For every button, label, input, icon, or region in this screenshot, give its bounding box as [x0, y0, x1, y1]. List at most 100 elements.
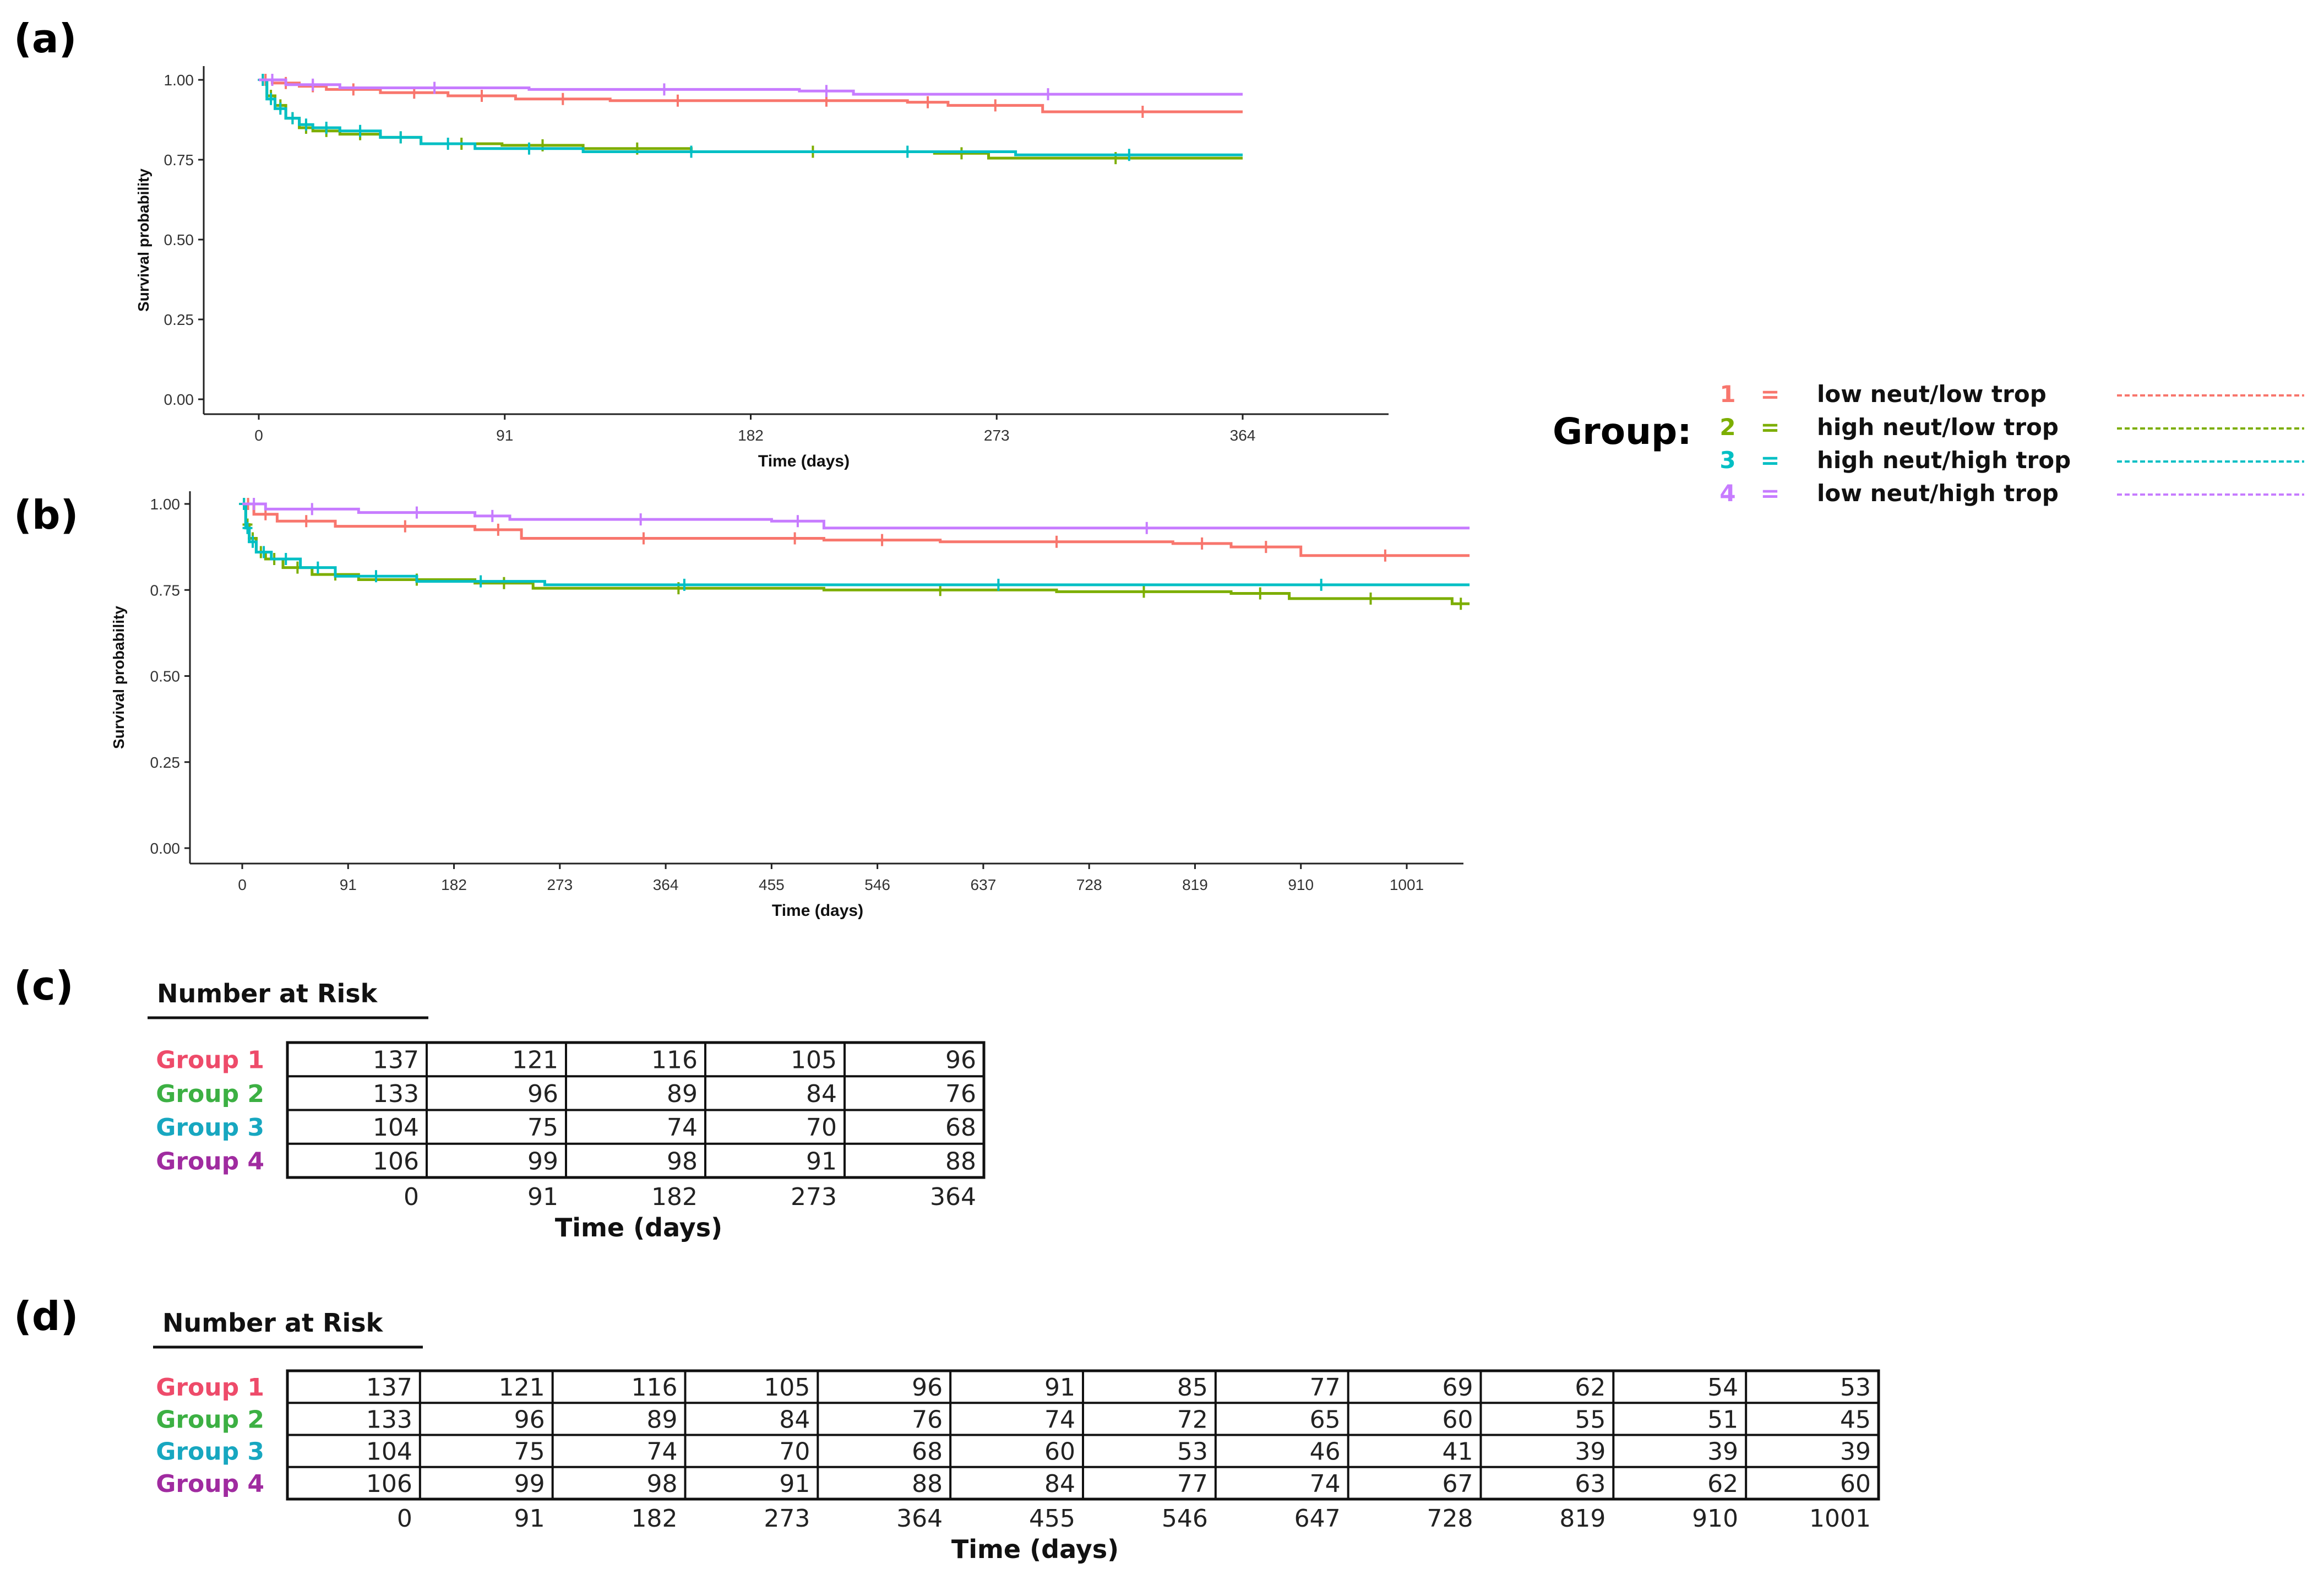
legend-equals: =: [1760, 381, 1779, 408]
risk-cell: 96: [912, 1374, 943, 1402]
censor-mark-group-3: [395, 131, 406, 144]
censor-mark-group-1: [493, 523, 503, 536]
censor-mark-group-4: [659, 83, 670, 96]
censor-mark-group-3: [993, 578, 1004, 591]
risk-cell: 105: [791, 1046, 837, 1074]
censor-mark-group-1: [1261, 541, 1271, 553]
y-tick-label: 0.00: [164, 391, 194, 408]
censor-mark-group-4: [821, 85, 831, 97]
survival-chart-b: 0.00 0.25 0.50 0.75 1.00 0 91 182 273 364 455 546 63…: [110, 491, 1470, 920]
risk-cell: 104: [366, 1438, 412, 1466]
survival-curve-group-3: [242, 502, 1470, 587]
risk-cell: 106: [373, 1147, 419, 1175]
x-tick-label: 91: [340, 876, 357, 893]
risk-cell: 104: [373, 1114, 419, 1142]
legend-id-3: 3: [1719, 447, 1735, 474]
censor-mark-group-1: [1197, 537, 1207, 550]
censor-mark-group-3: [686, 145, 696, 158]
risk-cell: 88: [945, 1147, 976, 1175]
risk-cell: 76: [945, 1080, 976, 1108]
censor-mark-group-1: [348, 83, 358, 96]
legend-id-2: 2: [1719, 414, 1735, 441]
risk-cell: 88: [912, 1470, 943, 1498]
risk-cell: 70: [779, 1438, 810, 1466]
panel-label-d: (d): [14, 1293, 78, 1339]
survival-curve-group-1: [259, 78, 1243, 113]
risk-table-xlabel: Time (days): [951, 1534, 1119, 1564]
censor-mark-group-1: [790, 532, 800, 545]
risk-row-label-group-1: Group 1: [156, 1374, 264, 1402]
risk-cell: 41: [1443, 1438, 1473, 1466]
censor-mark-group-2: [1365, 592, 1376, 605]
censor-mark-group-3: [902, 145, 913, 158]
risk-time-label: 910: [1692, 1505, 1738, 1533]
legend-equals: =: [1760, 480, 1779, 507]
x-tick-label: 728: [1076, 876, 1102, 893]
censor-mark-group-3: [355, 124, 366, 137]
risk-table-title: Number at Risk: [162, 1308, 384, 1338]
censor-mark-group-3: [524, 142, 534, 155]
y-tick-label: 0.75: [164, 151, 194, 169]
risk-cell: 105: [764, 1374, 810, 1402]
survival-curve-group-2: [242, 502, 1470, 605]
risk-cell: 91: [779, 1470, 810, 1498]
risk-cell: 67: [1443, 1470, 1473, 1498]
censor-mark-group-4: [1141, 522, 1152, 534]
risk-row-label-group-1: Group 1: [156, 1046, 264, 1074]
y-tick-label: 1.00: [164, 72, 194, 89]
risk-cell: 60: [1840, 1470, 1871, 1498]
risk-time-label: 819: [1559, 1505, 1605, 1533]
censor-mark-group-4: [267, 74, 277, 86]
risk-cell: 121: [512, 1046, 558, 1074]
risk-cell: 77: [1310, 1374, 1341, 1402]
x-tick-label: 546: [864, 876, 890, 893]
risk-table-d: Number at Risk Group 1 137 121 116 105 96 91 85 7…: [153, 1308, 1880, 1564]
censor-mark-group-3: [371, 570, 381, 583]
censor-mark-group-3: [259, 546, 269, 558]
risk-cell: 84: [779, 1405, 810, 1434]
legend-title: Group:: [1553, 410, 1692, 453]
risk-cell: 89: [647, 1405, 678, 1434]
risk-cell: 74: [647, 1438, 678, 1466]
risk-row-label-group-2: Group 2: [156, 1405, 264, 1434]
censor-mark-group-2: [1139, 585, 1149, 598]
risk-cell: 75: [527, 1114, 558, 1142]
censor-mark-group-3: [1124, 149, 1134, 161]
risk-cell: 74: [667, 1114, 698, 1142]
survival-curve-group-3: [259, 78, 1243, 156]
x-tick-label: 0: [254, 427, 263, 444]
risk-cell: 74: [1044, 1405, 1075, 1434]
x-tick-label: 637: [971, 876, 997, 893]
risk-table-title: Number at Risk: [157, 979, 378, 1008]
censor-mark-group-4: [308, 78, 318, 91]
risk-cell: 39: [1575, 1438, 1605, 1466]
censor-mark-group-1: [301, 515, 312, 528]
censor-mark-group-4: [1043, 88, 1053, 101]
risk-cell: 84: [806, 1080, 837, 1108]
risk-cell: 62: [1707, 1470, 1738, 1498]
x-tick-label: 910: [1288, 876, 1314, 893]
censor-mark-group-1: [672, 94, 683, 107]
censor-mark-group-4: [429, 82, 440, 94]
x-tick-label: 91: [496, 427, 513, 444]
risk-cell: 96: [945, 1046, 976, 1074]
risk-time-label: 182: [632, 1505, 678, 1533]
risk-cell: 84: [1044, 1470, 1075, 1498]
legend-equals: =: [1760, 447, 1779, 474]
risk-cell: 68: [945, 1114, 976, 1142]
risk-row-label-group-3: Group 3: [156, 1438, 264, 1466]
censor-mark-group-1: [1380, 549, 1390, 562]
x-tick-label: 182: [441, 876, 467, 893]
risk-cell: 70: [806, 1114, 837, 1142]
risk-cell: 121: [499, 1374, 545, 1402]
y-tick-label: 0.50: [164, 231, 194, 248]
risk-row-label-group-4: Group 4: [156, 1470, 264, 1498]
y-tick-label: 0.50: [150, 668, 181, 685]
censor-mark-group-3: [301, 118, 311, 131]
risk-cell: 137: [366, 1374, 412, 1402]
risk-cell: 99: [527, 1147, 558, 1175]
censor-mark-group-1: [1052, 535, 1062, 548]
legend-label-4: low neut/high trop: [1817, 480, 2059, 507]
x-axis-label: Time (days): [758, 452, 850, 470]
risk-cell: 137: [373, 1046, 419, 1074]
